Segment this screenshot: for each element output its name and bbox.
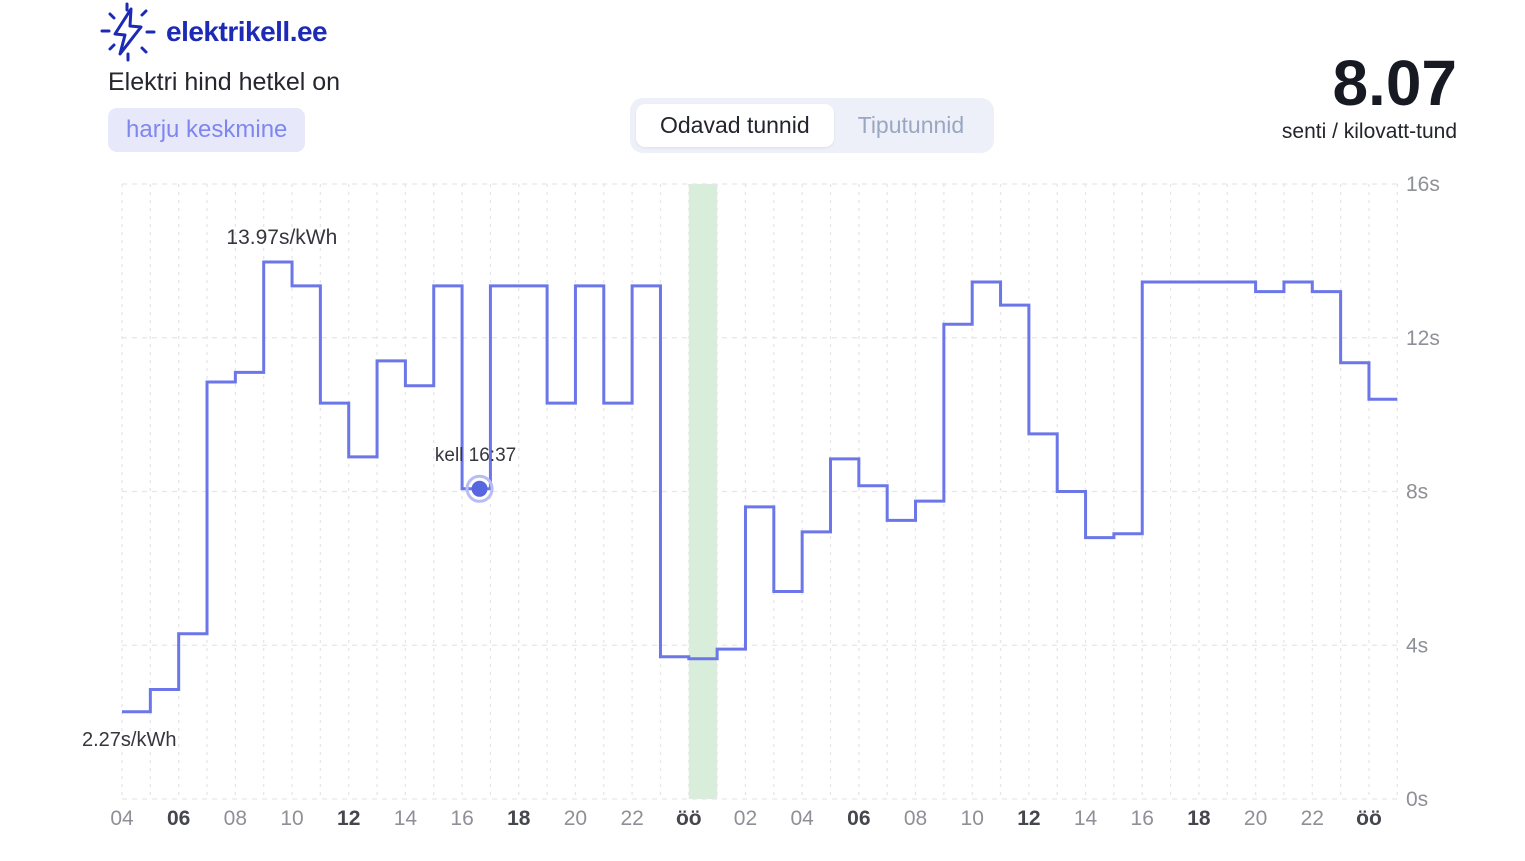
x-tick-label: 10 xyxy=(961,807,984,830)
x-tick-label: 22 xyxy=(1301,807,1324,830)
x-tick-label: 14 xyxy=(1074,807,1098,830)
x-tick-label: 08 xyxy=(224,807,247,830)
min-annotation: 2.27s/kWh xyxy=(82,729,176,751)
y-tick-label: 16s xyxy=(1406,173,1440,196)
x-tick-label: 14 xyxy=(394,807,418,830)
brand-name[interactable]: elektrikell.ee xyxy=(166,16,328,47)
x-tick-label: 20 xyxy=(564,807,587,830)
x-tick-label: 20 xyxy=(1244,807,1267,830)
x-tick-label: 16 xyxy=(1131,807,1154,830)
page-title: Elektri hind hetkel on xyxy=(108,68,341,96)
now-marker-ring xyxy=(465,474,494,503)
logo[interactable]: elektrikell.ee xyxy=(98,2,328,62)
y-tick-label: 12s xyxy=(1406,327,1440,350)
x-tick-label: 12 xyxy=(337,807,360,830)
max-annotation: 13.97s/kWh xyxy=(226,226,337,249)
price-step-line xyxy=(122,260,1398,714)
x-tick-label: 08 xyxy=(904,807,927,830)
y-tick-label: 8s xyxy=(1406,481,1428,504)
x-tick-label: 02 xyxy=(734,807,757,830)
y-tick-label: 0s xyxy=(1406,788,1428,811)
now-annotation: kell 16:37 xyxy=(435,445,516,466)
hours-toggle: Odavad tunnid Tiputunnid xyxy=(630,98,995,153)
current-price: 8.07 senti / kilovatt-tund xyxy=(1282,48,1457,144)
x-tick-label: 04 xyxy=(110,807,134,830)
y-tick-label: 4s xyxy=(1406,634,1428,657)
x-tick-label: öö xyxy=(676,807,702,830)
region-badge[interactable]: harju keskmine xyxy=(108,108,306,152)
x-tick-label: 18 xyxy=(507,807,531,830)
current-price-value: 8.07 xyxy=(1332,47,1457,119)
x-tick-label: öö xyxy=(1356,807,1382,830)
tab-cheap-hours[interactable]: Odavad tunnid xyxy=(636,104,834,147)
tab-peak-hours[interactable]: Tiputunnid xyxy=(857,112,965,138)
x-tick-label: 06 xyxy=(847,807,870,830)
now-marker-dot[interactable] xyxy=(471,480,488,497)
lightning-bolt-icon xyxy=(100,2,156,62)
current-price-unit: senti / kilovatt-tund xyxy=(1281,120,1457,144)
x-tick-label: 06 xyxy=(167,807,190,830)
x-tick-label: 10 xyxy=(280,807,303,830)
x-tick-label: 04 xyxy=(790,807,814,830)
x-tick-label: 12 xyxy=(1017,807,1040,830)
x-tick-label: 16 xyxy=(450,807,473,830)
x-tick-label: 18 xyxy=(1187,807,1211,830)
x-tick-label: 22 xyxy=(620,807,643,830)
